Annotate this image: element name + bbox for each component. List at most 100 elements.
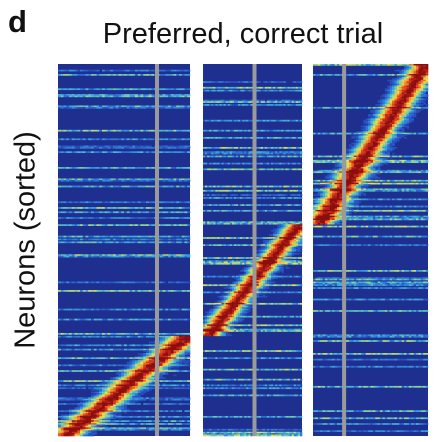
heatmap-cell [217,86,220,89]
heatmap-cell [277,101,280,103]
heatmap-cell [85,405,89,408]
heatmap-cell [287,260,290,262]
heatmap-cell [289,231,292,234]
heatmap-cell [181,415,185,418]
heatmap-cell [124,373,128,375]
heatmap-cell [129,357,133,360]
heatmap-cell [159,384,163,387]
heatmap-cell [99,308,103,311]
heatmap-cell [173,105,177,108]
heatmap-cell [225,237,229,239]
heatmap-cell [88,146,92,149]
heatmap-cell [168,105,172,108]
heatmap-cell [85,332,89,335]
heatmap-cell [250,261,253,264]
heatmap-cell [135,211,139,214]
heatmap-cell [88,179,92,182]
heatmap-cell [176,368,180,371]
heatmap-cell [215,209,218,212]
heatmap-cell [297,229,301,232]
heatmap-cell [187,380,191,382]
heatmap-cell [165,355,169,358]
heatmap-cell [159,178,163,181]
heatmap-cell [137,361,141,364]
heatmap-cell [104,357,108,360]
heatmap-cell [135,185,139,188]
heatmap-cell [80,364,84,367]
heatmap-cell [165,235,169,238]
heatmap-cell [256,258,259,261]
heatmap-cell [221,155,224,158]
heatmap-cell [129,146,133,149]
heatmap-cell [168,308,172,311]
heatmap-cell [102,425,106,428]
heatmap-cell [71,410,75,412]
heatmap-cell [60,415,64,418]
heatmap-cell [231,81,235,83]
heatmap-cell [126,224,130,226]
heatmap-cell [82,404,86,407]
heatmap-cell [244,244,247,247]
heatmap-cell [71,238,75,241]
heatmap-cell [85,415,89,418]
heatmap-cell [126,415,130,418]
heatmap-cell [264,168,268,171]
heatmap-cell [283,185,286,188]
heatmap-cell [151,94,155,96]
heatmap-cell [205,129,208,132]
heatmap-cell [273,261,276,264]
heatmap-cell [96,364,100,367]
heatmap-cell [99,423,103,425]
heatmap-cell [74,241,78,244]
heatmap-cell [184,145,188,148]
heatmap-cell [184,129,188,132]
heatmap-cell [88,401,92,404]
heatmap-cell [107,88,111,91]
heatmap-cell [279,168,282,171]
heatmap-cell [248,209,251,212]
heatmap-cell [176,343,180,345]
heatmap-cell [96,414,100,417]
heatmap-cell [260,104,264,106]
heatmap-cell [240,197,243,199]
heatmap-cell [273,81,276,83]
heatmap-cell [140,357,144,360]
heatmap-cell [126,374,130,377]
heatmap-cell [102,69,106,72]
heatmap-cell [126,88,130,91]
heatmap-cell [184,185,188,188]
heatmap-cell [293,162,297,165]
heatmap-cell [217,104,220,106]
heatmap-cell [279,155,282,158]
heatmap-cell [184,364,188,367]
heatmap-cell [85,241,89,244]
heatmap-cell [293,225,297,228]
heatmap-cell [143,207,147,209]
heatmap-cell [104,413,108,415]
heatmap-cell [146,318,150,321]
heatmap-cell [229,101,233,103]
heatmap-cell [231,86,235,89]
heatmap-cell [77,290,81,292]
heatmap-cell [121,403,125,405]
heatmap-cell [209,89,212,92]
heatmap-cell [187,398,191,401]
heatmap-cell [162,384,166,387]
heatmap-cell [104,384,108,387]
heatmap-cell [151,217,155,219]
heatmap-cell [104,94,108,96]
heatmap-cell [236,162,239,165]
heatmap-cell [170,95,174,98]
heatmap-cell [168,178,172,181]
heatmap-cell [217,185,220,188]
heatmap-cell [60,151,64,154]
heatmap-cell [151,410,155,412]
heatmap-cell [77,138,81,141]
heatmap-cell [88,384,92,387]
heatmap-cell [287,228,290,231]
heatmap-cell [227,101,231,103]
heatmap-cell [91,129,95,132]
heatmap-cell [104,415,108,418]
heatmap-cell [135,106,139,109]
heatmap-cell [162,254,166,257]
